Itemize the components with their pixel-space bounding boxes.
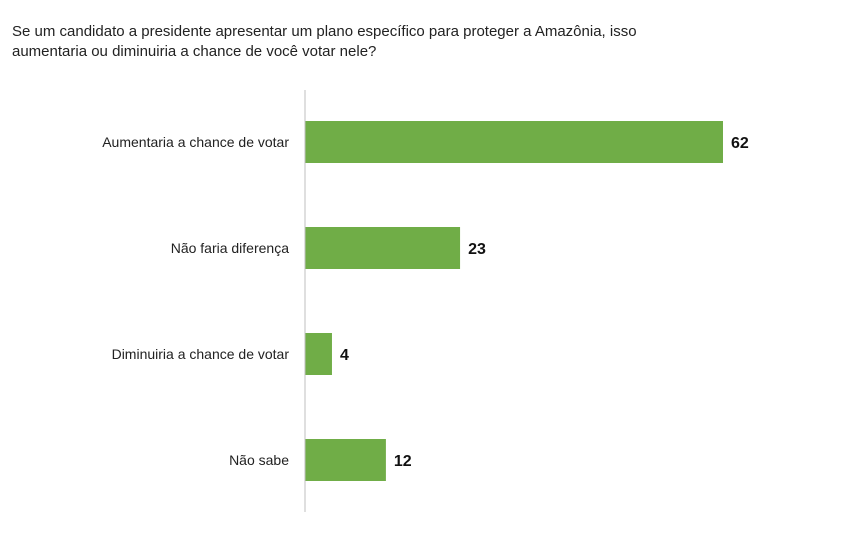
category-label: Aumentaria a chance de votar [102, 134, 289, 150]
bar [305, 121, 723, 163]
data-label: 4 [340, 347, 349, 364]
data-label: 12 [394, 453, 412, 470]
category-label: Não sabe [229, 452, 289, 468]
category-label: Diminuiria a chance de votar [112, 346, 290, 362]
category-label: Não faria diferença [171, 240, 290, 256]
data-label: 62 [731, 135, 749, 152]
bar [305, 227, 461, 269]
data-label: 23 [468, 241, 486, 258]
bar [305, 333, 332, 375]
bar [305, 439, 386, 481]
chart-title: Se um candidato a presidente apresentar … [12, 23, 637, 60]
